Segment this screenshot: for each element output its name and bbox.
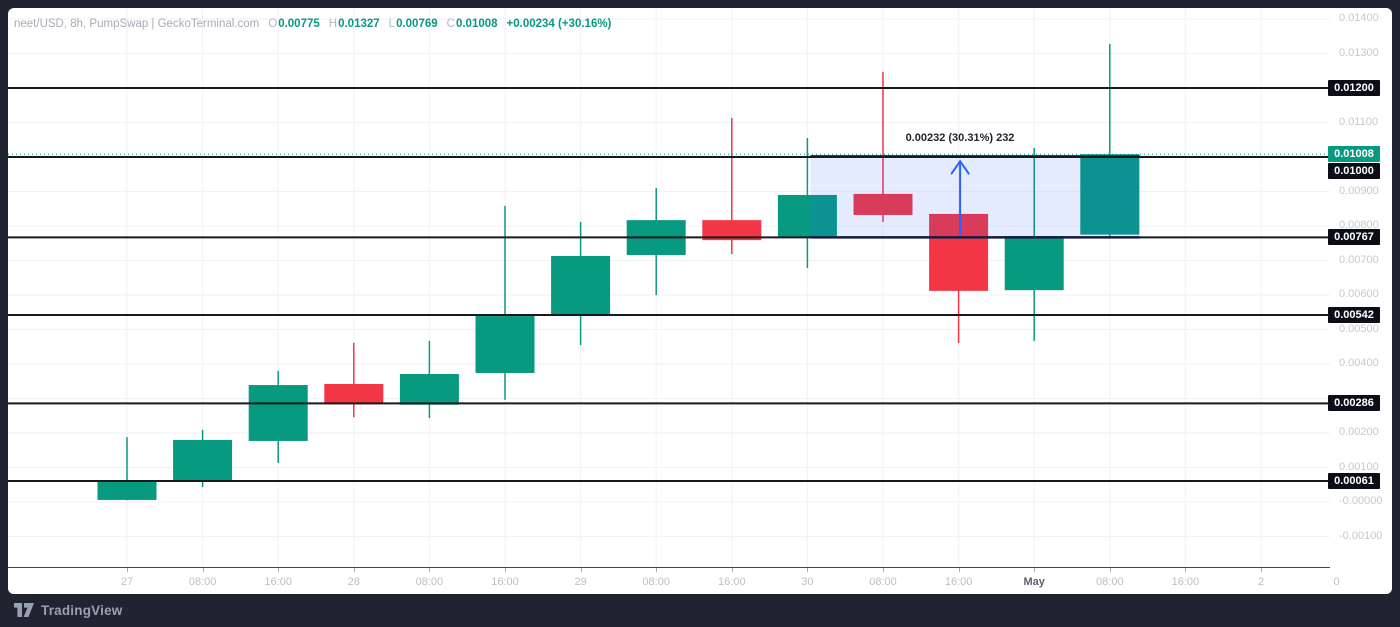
time-axis-tick [580,568,582,572]
time-axis-label: 2 [1257,576,1265,588]
price-axis-label: 0.00900 [1339,184,1379,197]
time-axis-tick [958,568,960,572]
time-axis-tick [1185,568,1187,572]
measure-arrow-head [950,159,970,175]
time-axis-tick [505,568,506,572]
tradingview-logo-icon[interactable] [14,603,34,618]
price-level-badge: 0.01200 [1328,80,1380,96]
time-axis-label: 08:00 [869,576,897,588]
price-axis-label: 0.00600 [1339,288,1379,300]
candle [475,205,535,400]
time-axis-label: 16:00 [944,576,973,588]
time-axis-label: 0 [1333,576,1340,588]
time-axis-tick [1261,568,1262,572]
candle [1080,44,1140,237]
bottom-bar: TradingView [0,594,1400,627]
time-axis-label: 16:00 [718,576,746,588]
candle [777,138,837,269]
time-axis-tick [883,568,884,572]
time-axis-tick [278,568,280,572]
candle [929,213,989,343]
candle [173,429,233,488]
measurement-label: 0.00232 (30.31%) 232 [905,132,1015,144]
price-level-badge: 0.00542 [1328,307,1380,323]
chart-legend[interactable]: neet/USD, 8h, PumpSwap | GeckoTerminal.c… [14,18,611,30]
candle [324,342,384,418]
candle [551,221,611,346]
price-axis-label: 0.00400 [1339,357,1379,369]
time-axis-tick [202,568,204,572]
candle [853,72,913,222]
price-axis-label: 0.00100 [1339,460,1379,473]
chart-panel: neet/USD, 8h, PumpSwap | GeckoTerminal.c… [8,8,1392,594]
time-axis-label: 08:00 [1096,576,1124,588]
time-axis-tick [353,568,355,572]
price-axis-label: 0.00700 [1339,253,1379,266]
time-axis-tick [1034,568,1036,572]
price-axis-label: 0.01400 [1339,12,1379,24]
price-level-badge: 0.00767 [1328,229,1380,246]
tradingview-logo-text[interactable]: TradingView [41,603,123,618]
time-axis-label: 16:00 [491,576,519,588]
price-axis[interactable]: 0.01400 0.01300 0.01100 0.00900 0.00800 0.007… [1328,8,1392,568]
candle [97,437,157,501]
price-change: +0.00234 (+30.16%) [506,18,612,30]
time-axis-label: May [1023,576,1045,588]
ohlc-close: C 0.01008 [446,18,498,30]
current-price-badge: 0.01008 [1328,146,1380,163]
ohlc-low: L 0.00769 [388,18,438,30]
time-axis-label: 08:00 [415,576,444,588]
time-axis-label: 08:00 [642,576,670,588]
chart-plot-area[interactable] [8,8,1392,568]
time-axis-label: 30 [801,576,814,588]
time-axis[interactable]: 27 08:00 16:00 28 08:00 16:00 29 08:00 16:00 30 08… [8,568,1392,594]
price-level-badge: 0.00061 [1328,472,1380,489]
candle [248,370,308,464]
price-axis-label: 0.00800 [1339,219,1379,231]
time-axis-tick [429,568,431,572]
candle [626,188,686,295]
price-level-badge: 0.00286 [1328,395,1380,412]
price-axis-label: 0.00200 [1339,426,1379,438]
time-axis-tick [656,568,658,572]
price-level-badge: 0.01000 [1328,163,1380,179]
time-axis-label: 27 [120,576,134,588]
time-axis-tick [807,568,809,572]
time-axis-label: 16:00 [1171,576,1200,588]
ohlc-open: O 0.00775 [268,18,320,30]
price-axis-label: 0.00500 [1339,322,1379,335]
candle [702,118,762,254]
candle [1004,148,1064,341]
price-range-box[interactable] [810,156,1140,238]
symbol-title[interactable]: neet/USD, 8h, PumpSwap | GeckoTerminal.c… [14,18,260,30]
time-axis-label: 29 [574,576,587,588]
price-axis-label: -0.00100 [1339,529,1383,542]
time-axis-label: 08:00 [188,576,217,588]
candle [399,340,459,419]
time-axis-label: 16:00 [264,576,292,588]
price-axis-label: 0.01300 [1339,46,1379,59]
time-axis-label: 28 [347,576,360,588]
time-axis-tick [127,568,128,572]
time-axis-tick [1109,568,1111,572]
candlestick-svg [8,8,1392,568]
ohlc-high: H 0.01327 [328,18,380,30]
price-axis-label: 0.01100 [1339,115,1378,128]
time-axis-tick [731,568,733,572]
price-axis-label: -0.00000 [1339,495,1383,507]
